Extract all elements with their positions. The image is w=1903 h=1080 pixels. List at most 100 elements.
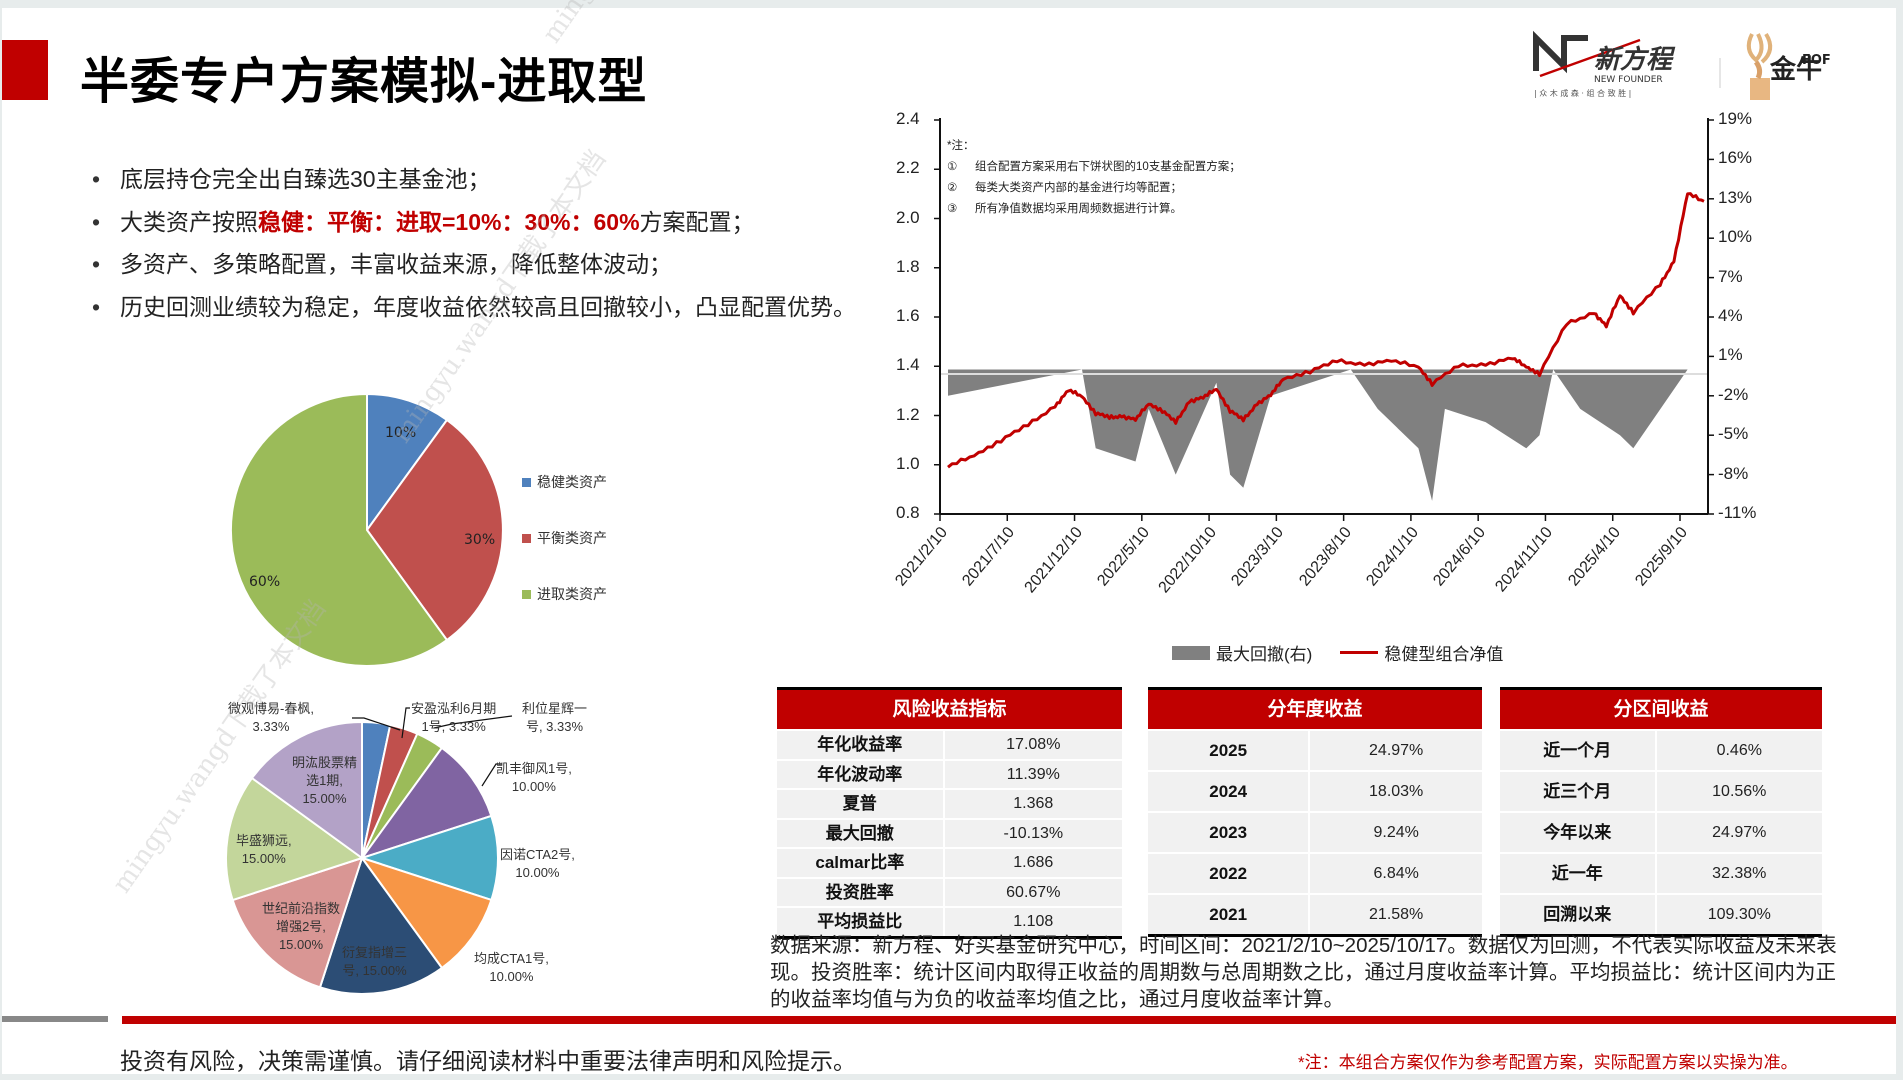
table-cell-value: 10.56%	[1656, 772, 1822, 811]
table-row: 近三个月 10.56%	[1500, 770, 1822, 811]
table-cell-label: 2021	[1148, 895, 1309, 934]
table-cell-value: 9.24%	[1310, 813, 1482, 852]
bullet-item: 历史回测业绩较为稳定，年度收益依然较高且回撤较小，凸显配置优势。	[92, 286, 856, 329]
table-cell-label: calmar比率	[777, 849, 943, 877]
legend-label-drawdown: 最大回撤(右)	[1216, 645, 1313, 664]
risk-return-table: 风险收益指标 年化收益率 17.08% 年化波动率 11.39% 夏普 1.368 最大回撤…	[777, 687, 1122, 939]
fund-label: 安盈泓利6月期 1号, 3.33%	[411, 701, 497, 734]
y-tick-left: 1.4	[896, 355, 920, 375]
fund-label: 利位星辉一 号, 3.33%	[522, 701, 588, 734]
bullet-highlight: 稳健：平衡：进取=10%：30%：60%	[258, 208, 640, 235]
table-row: 2023 9.24%	[1148, 811, 1482, 852]
new-founder-logo-icon: 新方程 NEW FOUNDER | 众 木 成 森 · 组 合 致 胜 | 金牛…	[1533, 30, 1831, 100]
table-row: 2021 21.58%	[1148, 893, 1482, 934]
table-row: 平均损益比 1.108	[777, 906, 1122, 936]
table-cell-value: 0.46%	[1656, 731, 1822, 770]
table-row: 最大回撤 -10.13%	[777, 817, 1122, 847]
table-cell-label: 2023	[1148, 813, 1309, 852]
table-row: calmar比率 1.686	[777, 847, 1122, 877]
table-row: 回溯以来 109.30%	[1500, 893, 1822, 934]
legend-item-aggressive: 进取类资产	[522, 566, 607, 622]
pie-slice-fund	[250, 720, 363, 860]
legend-swatch	[522, 589, 531, 599]
legend-swatch-drawdown	[1172, 645, 1210, 660]
y-tick-right: 16%	[1718, 148, 1753, 168]
table-header: 分区间收益	[1500, 690, 1822, 729]
svg-text:NEW FOUNDER: NEW FOUNDER	[1594, 75, 1663, 85]
bullet-text: 方案配置；	[639, 208, 755, 235]
table-cell-label: 年化波动率	[777, 760, 943, 788]
fund-label: 毕盛狮远, 15.00%	[236, 833, 292, 866]
title-accent-block	[2, 40, 48, 100]
table-header: 风险收益指标	[777, 690, 1122, 729]
y-tick-right: 7%	[1718, 266, 1743, 286]
nav-drawdown-chart	[934, 118, 1714, 521]
y-tick-left: 0.8	[896, 503, 920, 522]
pie-slice-fund	[359, 746, 493, 860]
y-tick-right: 10%	[1718, 227, 1753, 247]
table-cell-value: 1.686	[944, 849, 1122, 877]
legend-label: 稳健类资产	[537, 474, 607, 490]
table-cell-label: 夏普	[777, 790, 943, 818]
fund-label: 衍复指增三 号, 15.00%	[342, 945, 408, 978]
y-tick-left: 1.6	[896, 306, 920, 325]
pie-slice-balanced	[365, 418, 504, 642]
y-tick-left: 2.0	[896, 207, 920, 227]
table-cell-value: 24.97%	[1656, 813, 1822, 852]
annotation-line: ③ 所有净值数据均采用周频数据进行计算。	[947, 203, 1182, 215]
fund-allocation-pie	[225, 720, 499, 995]
bullet-text: 大类资产按照	[120, 208, 258, 235]
y-tick-right: -11%	[1718, 503, 1757, 522]
table-cell-value: 1.108	[944, 908, 1122, 936]
y-tick-right: -5%	[1718, 424, 1749, 444]
footer-note: *注：本组合方案仅作为参考配置方案，实际配置方案以实操为准。	[1298, 1053, 1798, 1072]
svg-text:新方程: 新方程	[1594, 45, 1676, 75]
legend-label: 平衡类资产	[537, 530, 607, 546]
fund-label: 因诺CTA2号, 10.00%	[500, 847, 575, 880]
bullet-list: 底层持仓完全出自臻选30主基金池； 大类资产按照稳健：平衡：进取=10%：30%…	[92, 158, 856, 328]
y-tick-left: 1.0	[896, 453, 920, 473]
drawdown-area	[948, 369, 1688, 501]
risk-disclaimer: 投资有风险，决策需谨慎。请仔细阅读材料中重要法律声明和风险提示。	[120, 1048, 856, 1074]
chart-annotation: *注： ① 组合配置方案采用右下饼状图的10支基金配置方案； ② 每类大类资产内部的…	[947, 136, 1241, 220]
y-tick-left: 1.2	[896, 404, 920, 424]
table-cell-value: 6.84%	[1310, 854, 1482, 893]
asset-allocation-pie: 10% 30% 60%	[229, 393, 504, 667]
table-cell-label: 2025	[1148, 731, 1309, 770]
y-tick-right: 19%	[1718, 109, 1753, 128]
y-tick-right: 13%	[1718, 187, 1753, 207]
annotation-line: ① 组合配置方案采用右下饼状图的10支基金配置方案；	[947, 161, 1241, 173]
table-cell-label: 今年以来	[1500, 813, 1655, 852]
page-title: 半委专户方案模拟-进取型	[80, 55, 648, 109]
pie-leader-line	[481, 763, 502, 787]
table-cell-label: 近三个月	[1500, 772, 1655, 811]
yearly-return-table: 分年度收益 2025 24.97% 2024 18.03% 2023 9.24% 2022 6…	[1148, 687, 1482, 937]
brand-logos: 新方程 NEW FOUNDER | 众 木 成 森 · 组 合 致 胜 | 金牛…	[1530, 26, 1840, 106]
table-cell-label: 近一年	[1500, 854, 1655, 893]
table-row: 近一个月 0.46%	[1500, 729, 1822, 770]
table-cell-label: 投资胜率	[777, 878, 943, 906]
fund-label: 世纪前沿指数 增强2号, 15.00%	[262, 901, 341, 952]
table-cell-label: 平均损益比	[777, 908, 943, 936]
table-cell-value: 17.08%	[944, 731, 1122, 759]
table-cell-label: 2022	[1148, 854, 1309, 893]
chart-legend: 最大回撤(右) 稳健型组合净值	[1172, 640, 1503, 665]
bullet-text: 历史回测业绩较为稳定，年度收益依然较高且回撤较小，凸显配置优势。	[120, 293, 856, 320]
y-tick-right: 1%	[1718, 345, 1743, 365]
table-row: 2024 18.03%	[1148, 770, 1482, 811]
table-cell-value: 60.67%	[944, 878, 1122, 906]
table-cell-value: 109.30%	[1656, 895, 1822, 934]
source-note: 数据来源：新方程、好买基金研究中心，时间区间：2021/2/10~2025/10…	[770, 934, 1837, 1011]
table-row: 年化收益率 17.08%	[777, 729, 1122, 759]
period-return-table: 分区间收益 近一个月 0.46% 近三个月 10.56% 今年以来 24.97% 近一年 32…	[1500, 687, 1822, 937]
fund-label: 微观博易-春枫, 3.33%	[228, 701, 314, 734]
table-cell-value: -10.13%	[944, 819, 1122, 847]
table-cell-value: 24.97%	[1310, 731, 1482, 770]
pie-legend: 稳健类资产 平衡类资产 进取类资产	[522, 454, 607, 622]
y-tick-right: -2%	[1718, 384, 1749, 404]
annotation-title: *注：	[947, 140, 975, 152]
bullet-item: 底层持仓完全出自臻选30主基金池；	[92, 158, 856, 201]
fund-label: 明汯股票精 选1期, 15.00%	[292, 755, 358, 806]
fund-label: 凯丰御风1号, 10.00%	[496, 761, 572, 794]
table-cell-label: 近一个月	[1500, 731, 1655, 770]
